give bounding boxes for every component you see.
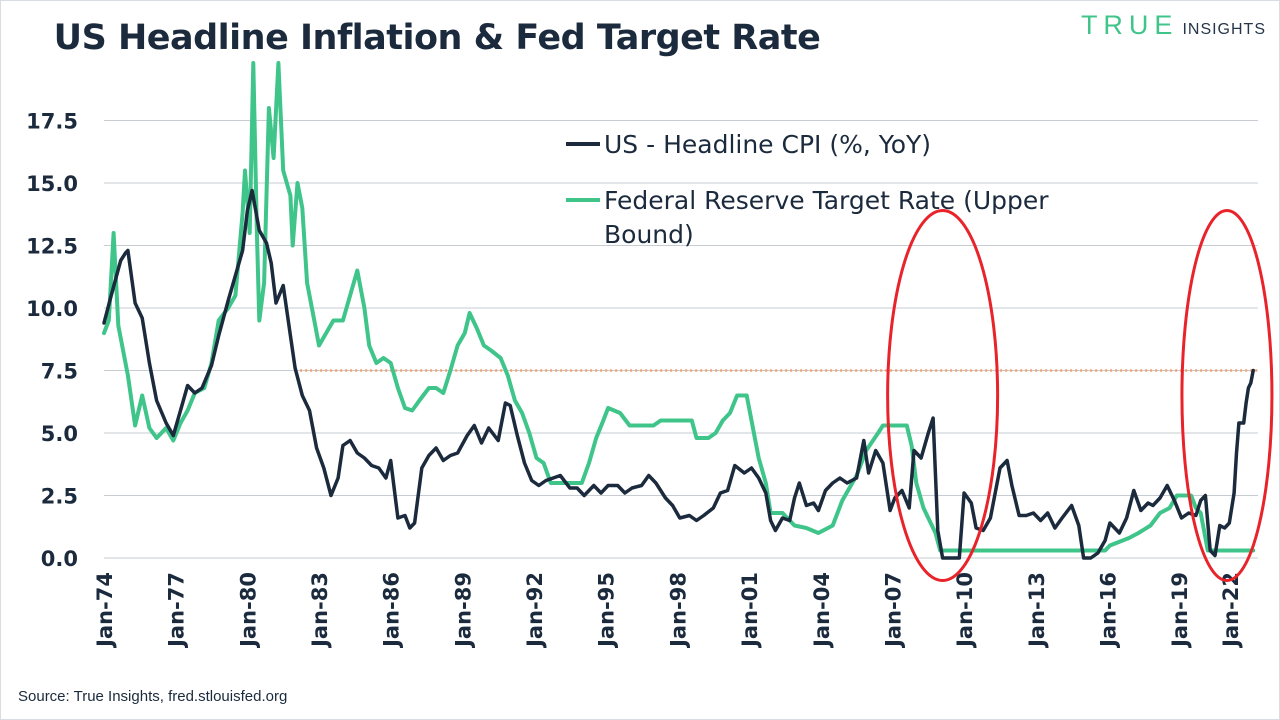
y-tick-label-0: 0.0: [41, 547, 78, 571]
legend: US - Headline CPI (%, YoY) Federal Reser…: [566, 130, 1057, 249]
x-tick-label-6: Jan-92: [523, 572, 547, 649]
x-tick-label-8: Jan-98: [666, 572, 690, 649]
y-tick-label-2: 5.0: [41, 422, 78, 446]
source-note: Source: True Insights, fred.stlouisfed.o…: [18, 688, 288, 705]
y-tick-label-5: 12.5: [26, 235, 78, 259]
x-tick-label-12: Jan-10: [953, 572, 977, 649]
highlight-layer: [886, 209, 1274, 582]
y-tick-label-6: 15.0: [26, 172, 78, 196]
x-tick-label-4: Jan-86: [380, 572, 404, 649]
y-tick-label-4: 10.0: [26, 297, 78, 321]
chart-title: US Headline Inflation & Fed Target Rate: [53, 18, 821, 58]
series-line-cpi: [102, 188, 1255, 560]
legend-label-fed-line2: Bound): [604, 220, 694, 249]
x-tick-label-3: Jan-83: [308, 572, 332, 649]
y-tick-label-1: 2.5: [41, 485, 78, 509]
brand-logo-primary: TRUE: [1080, 10, 1179, 40]
x-axis-ticks: Jan-74 Jan-77 Jan-80 Jan-83 Jan-86 Jan-89 Jan-…: [93, 572, 1243, 649]
y-tick-label-7: 17.5: [26, 110, 78, 134]
x-tick-label-16: Jan-22: [1219, 572, 1243, 649]
x-tick-label-11: Jan-07: [881, 572, 905, 649]
highlight-ellipse-0: [886, 209, 1000, 582]
x-tick-label-9: Jan-01: [738, 572, 762, 649]
x-tick-label-10: Jan-04: [810, 572, 834, 649]
brand-logo: TRUE INSIGHTS: [1081, 10, 1266, 41]
x-tick-label-14: Jan-16: [1096, 572, 1120, 649]
x-tick-label-0: Jan-74: [93, 572, 117, 649]
brand-logo-secondary: INSIGHTS: [1182, 21, 1266, 38]
series-layer: [102, 61, 1256, 560]
x-tick-label-5: Jan-89: [451, 572, 475, 649]
legend-label-fed: Federal Reserve Target Rate (Upper Bound…: [604, 186, 1057, 249]
x-tick-label-13: Jan-13: [1025, 572, 1049, 649]
legend-label-cpi: US - Headline CPI (%, YoY): [604, 130, 931, 159]
highlight-ellipse-1: [1180, 209, 1274, 582]
y-axis-ticks: 0.0 2.5 5.0 7.5 10.0 12.5 15.0 17.5: [26, 110, 78, 572]
x-tick-label-1: Jan-77: [165, 572, 189, 649]
x-tick-label-2: Jan-80: [236, 572, 260, 649]
x-tick-label-7: Jan-95: [595, 572, 619, 649]
series-line-fed: [102, 61, 1256, 553]
x-tick-label-15: Jan-19: [1168, 572, 1192, 649]
y-tick-label-3: 7.5: [41, 360, 78, 384]
legend-label-fed-line1: Federal Reserve Target Rate (Upper: [604, 186, 1049, 215]
